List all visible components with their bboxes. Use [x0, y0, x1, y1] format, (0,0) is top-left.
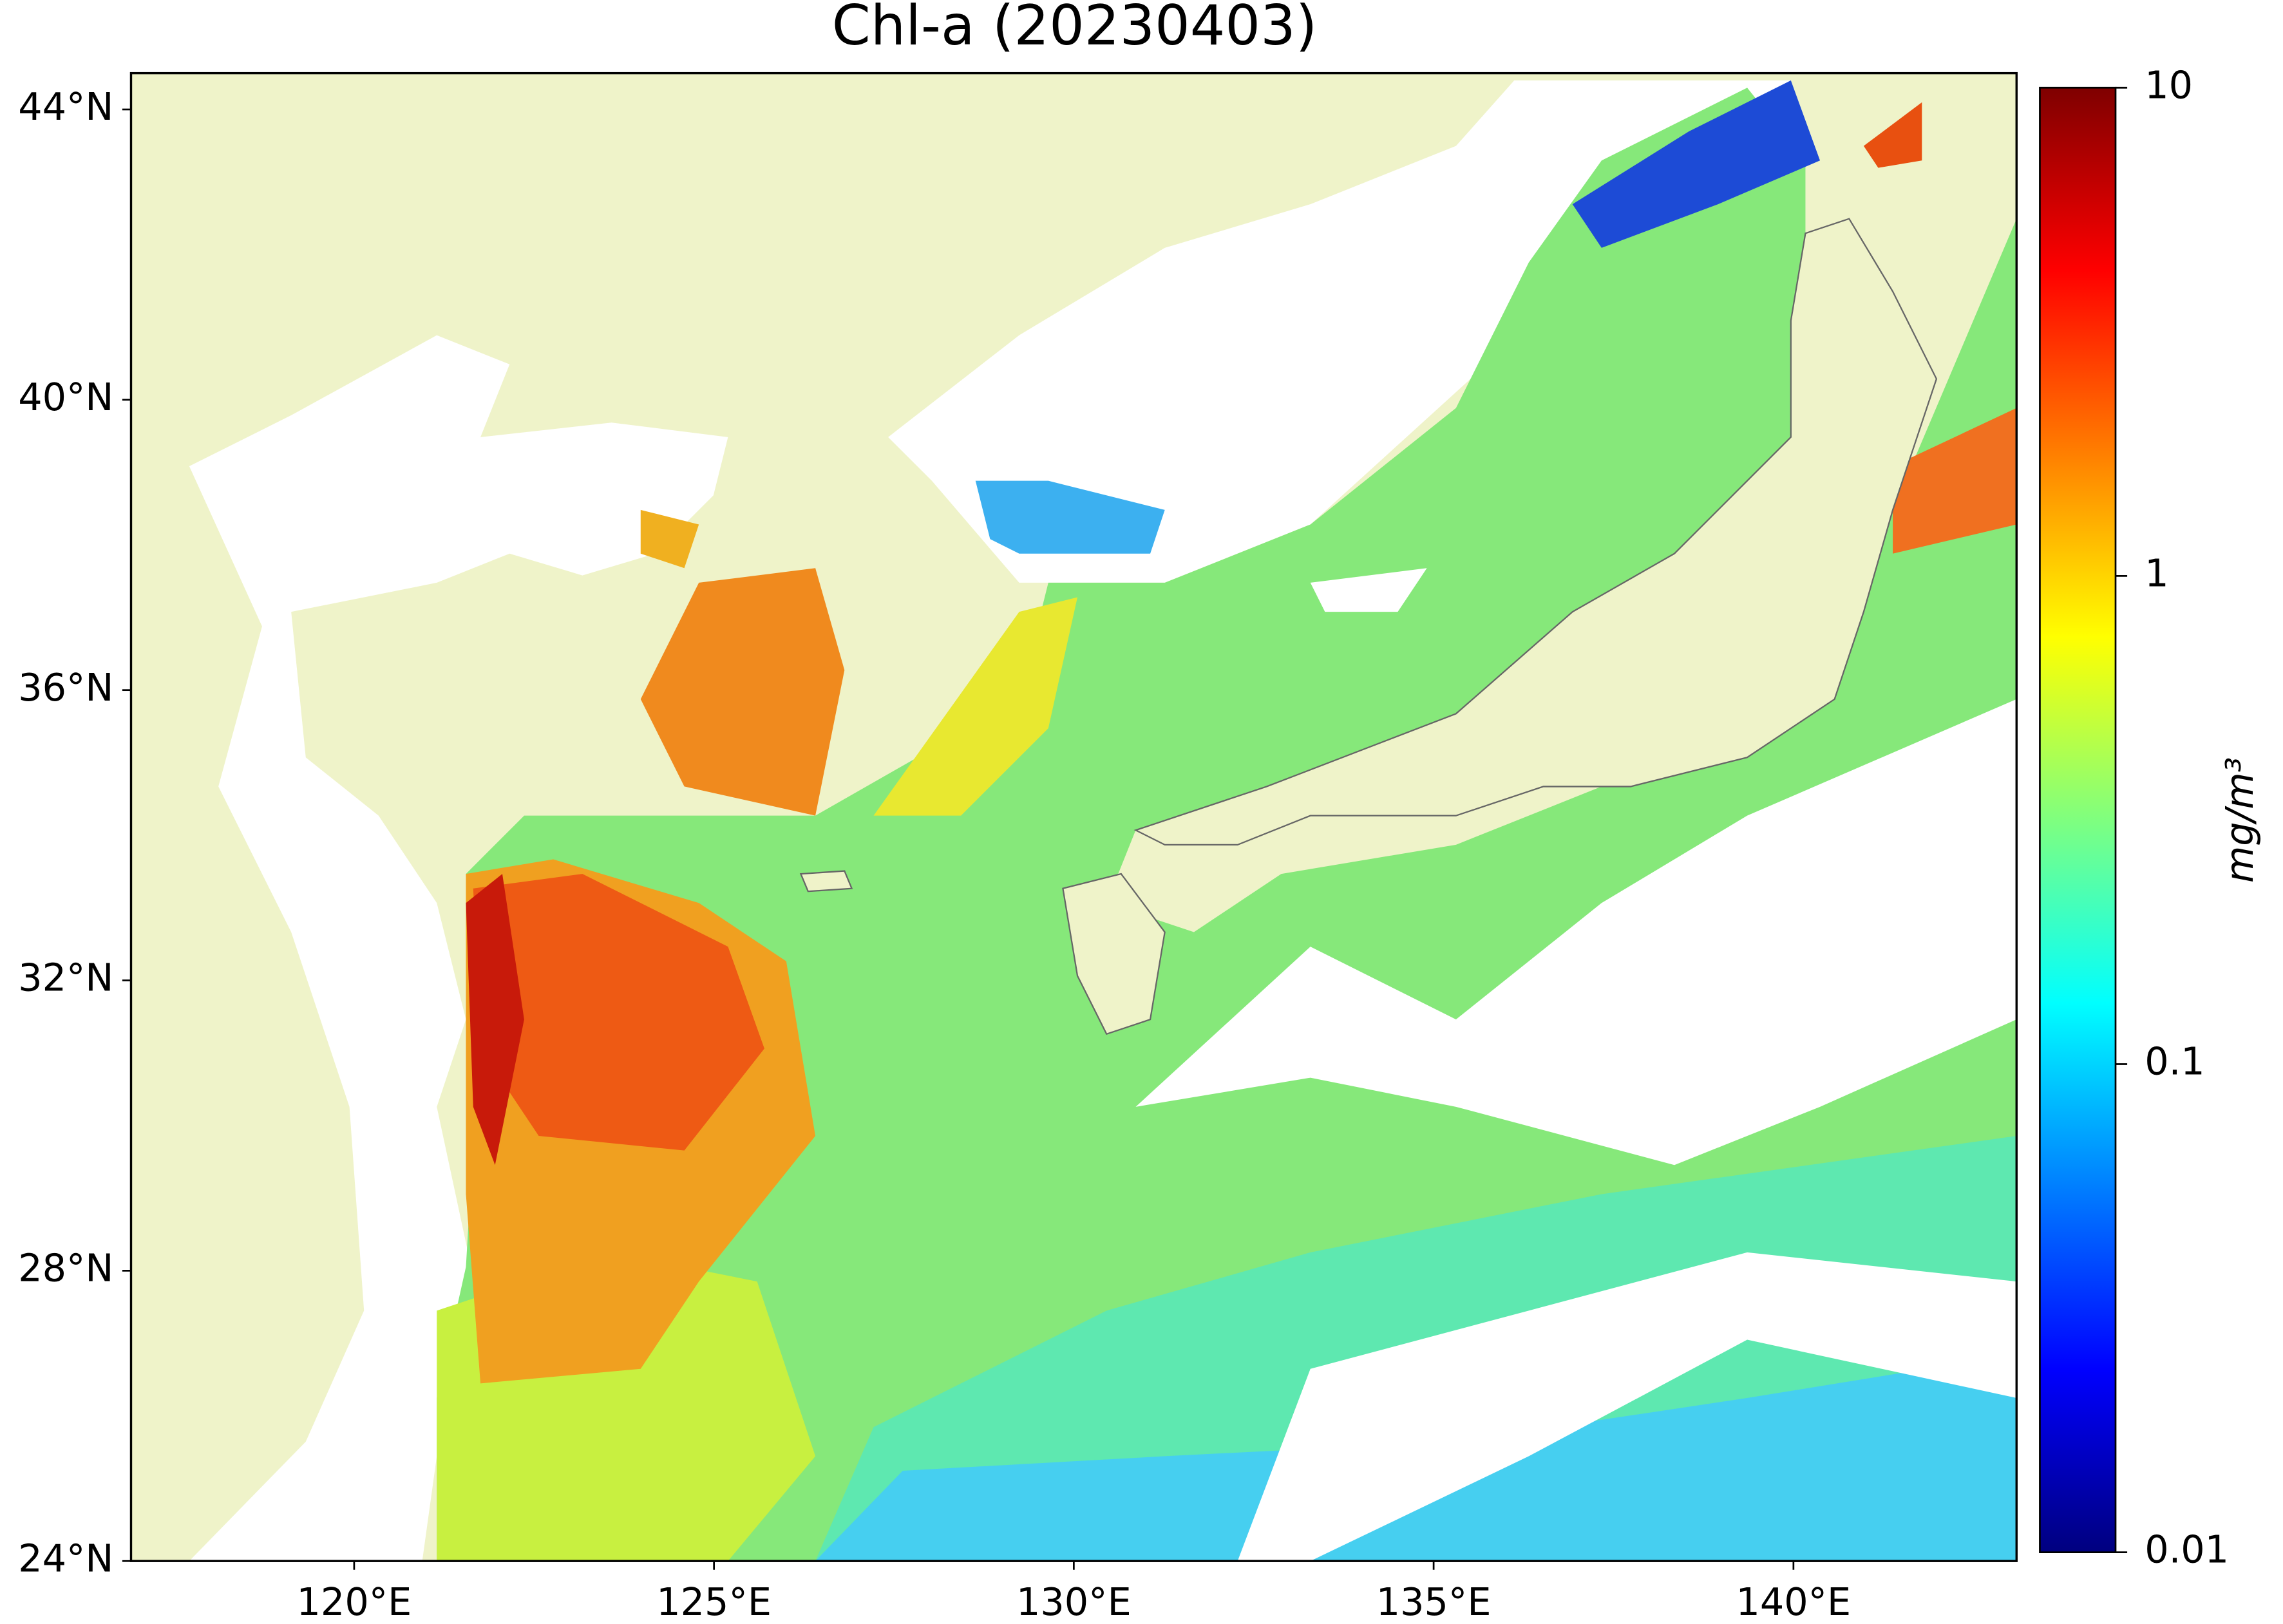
colorbar-tick-label: 10: [2145, 62, 2193, 107]
x-tick-label: 120°E: [297, 1580, 412, 1624]
x-tick-label: 135°E: [1376, 1580, 1492, 1624]
ocean: [640, 568, 845, 816]
y-tick-label: 32°N: [18, 956, 113, 1000]
y-tick-label: 40°N: [18, 375, 113, 419]
x-tick-label: 140°E: [1736, 1580, 1852, 1624]
cloud: [1237, 1252, 2017, 1562]
x-tick-label: 130°E: [1016, 1580, 1132, 1624]
colorbar-tick-label: 0.01: [2145, 1527, 2229, 1572]
colorbar-label: mg/m³: [2217, 757, 2262, 883]
ocean: [1893, 408, 2017, 554]
map-layer: [189, 80, 2017, 1562]
y-tick-label: 24°N: [18, 1536, 113, 1580]
ocean: [873, 597, 1078, 816]
ocean: [473, 874, 764, 1151]
chart-title: Chl-a (20230403): [832, 0, 1318, 58]
island: [799, 870, 853, 892]
ocean: [1863, 102, 1922, 168]
colorbar: [2039, 86, 2117, 1553]
cloud: [1135, 699, 2017, 1166]
x-tick-label: 125°E: [656, 1580, 772, 1624]
no-data-sea: [888, 80, 1791, 583]
colorbar-tick-label: 1: [2145, 551, 2168, 595]
island: [1062, 873, 1166, 1035]
colorbar-tick-label: 0.1: [2145, 1039, 2204, 1084]
y-tick-label: 36°N: [18, 665, 113, 710]
cloud: [1310, 568, 1427, 612]
ocean: [975, 480, 1165, 554]
y-tick-label: 28°N: [18, 1245, 113, 1290]
y-tick-label: 44°N: [18, 84, 113, 129]
ocean: [640, 509, 699, 569]
ocean: [1572, 80, 1821, 248]
island: [1133, 218, 1938, 845]
